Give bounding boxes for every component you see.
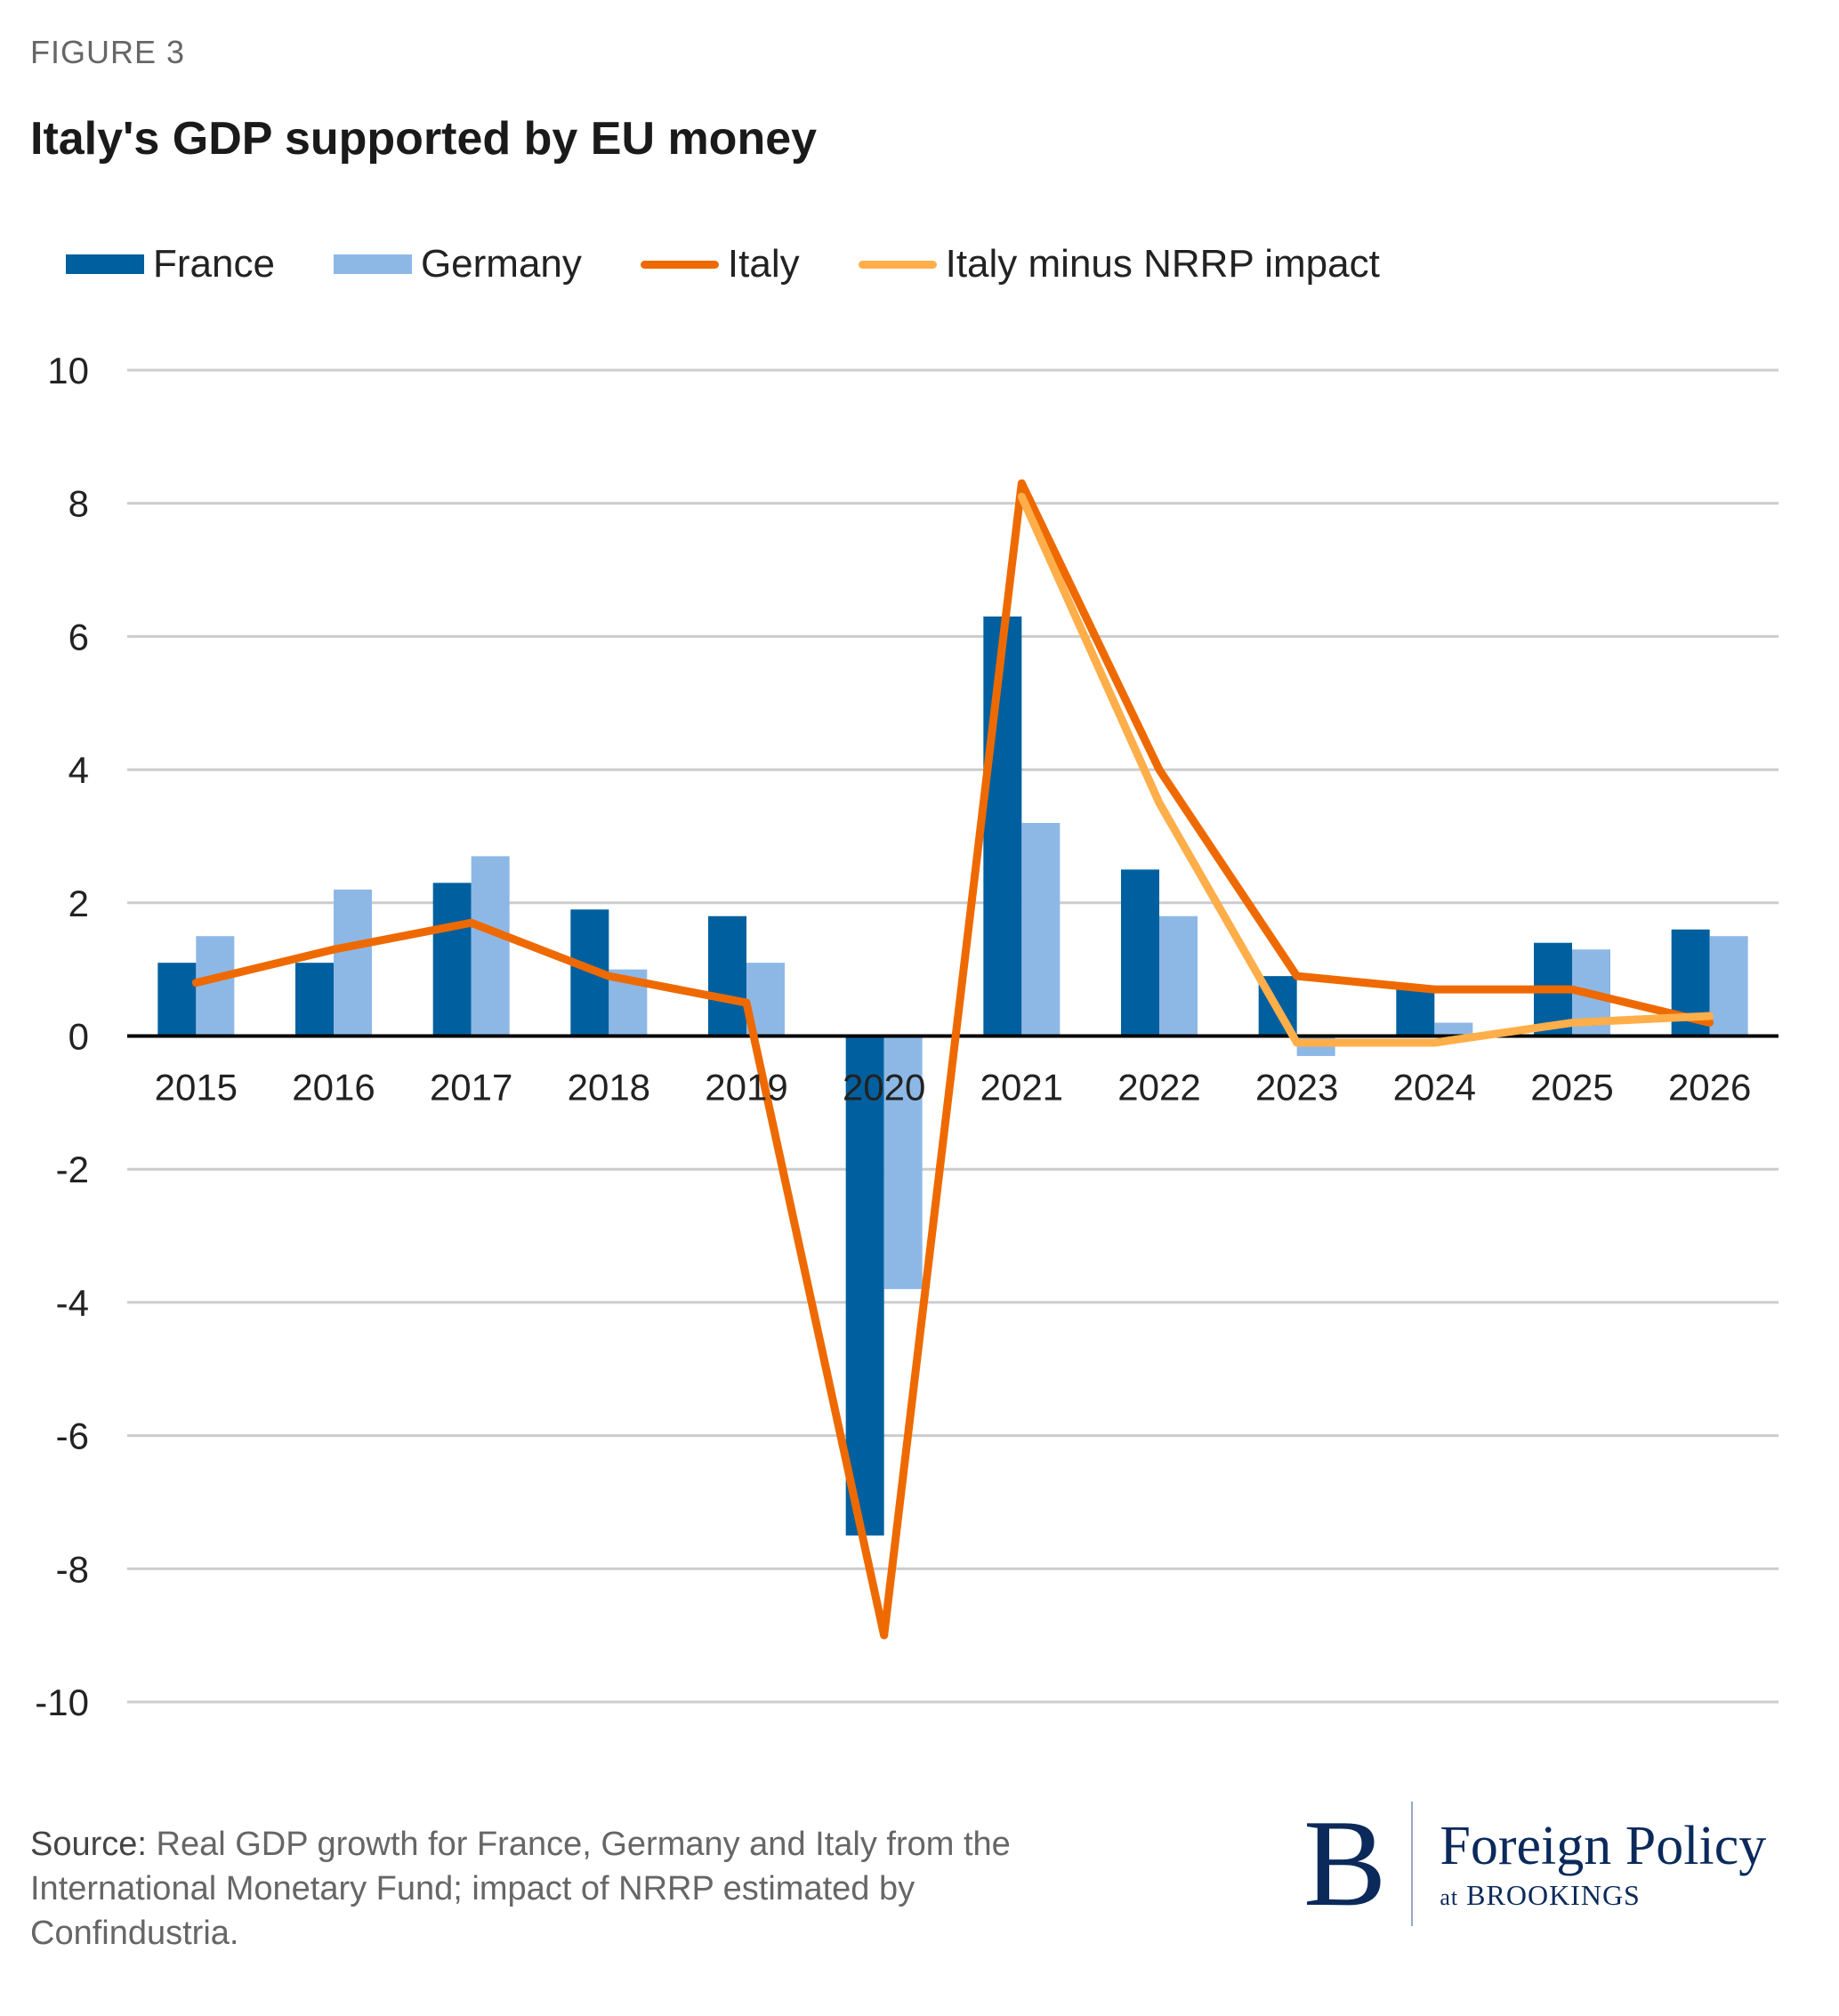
legend-label: Italy minus NRRP impact: [945, 242, 1380, 286]
x-tick-label: 2020: [843, 1067, 925, 1109]
legend-swatch-italy-minus-nrrp: [858, 260, 937, 269]
bar-france: [845, 1036, 884, 1536]
bar-germany: [1434, 1022, 1473, 1036]
legend-item-italy: Italy: [640, 242, 800, 286]
bar-germany: [1021, 822, 1061, 1036]
y-tick-label: -10: [35, 1681, 89, 1723]
y-tick-label: 4: [69, 749, 89, 791]
legend: France Germany Italy Italy minus NRRP im…: [66, 242, 1439, 286]
y-tick-label: -4: [56, 1282, 89, 1324]
legend-item-italy-minus-nrrp: Italy minus NRRP impact: [858, 242, 1380, 286]
legend-label: Italy: [727, 242, 800, 286]
figure-label: FIGURE 3: [30, 34, 186, 70]
bar-france: [1396, 989, 1435, 1036]
y-tick-label: -6: [56, 1415, 89, 1457]
line-italy: [191, 479, 1714, 1640]
bar-france: [1121, 869, 1159, 1036]
legend-label: France: [153, 242, 275, 286]
bar-france: [295, 963, 334, 1036]
x-tick-label: 2023: [1255, 1067, 1338, 1109]
source-label: Source:: [30, 1826, 147, 1863]
y-tick-label: 10: [47, 350, 89, 391]
legend-label: Germany: [420, 242, 582, 286]
y-tick-label: 6: [69, 616, 89, 657]
legend-swatch-france: [66, 254, 144, 274]
y-tick-label: -8: [56, 1548, 89, 1590]
logo-sub: BROOKINGS: [1466, 1878, 1641, 1911]
legend-swatch-germany: [333, 254, 412, 274]
bar-germany: [334, 889, 372, 1036]
bar-france: [983, 616, 1022, 1036]
x-tick-label: 2021: [980, 1067, 1063, 1109]
source-text: Real GDP growth for France, Germany and …: [30, 1826, 1011, 1952]
logo-sub-prefix: at: [1440, 1883, 1459, 1910]
x-tick-label: 2024: [1393, 1067, 1476, 1109]
bar-germany: [471, 856, 510, 1036]
bar-germany: [1159, 915, 1198, 1036]
x-tick-label: 2017: [430, 1067, 512, 1109]
bar-germany: [1709, 936, 1748, 1036]
bar-germany: [196, 936, 235, 1036]
x-tick-label: 2022: [1117, 1067, 1200, 1109]
bar-france: [157, 963, 197, 1036]
y-tick-label: 2: [69, 883, 89, 924]
source-note: Source: Real GDP growth for France, Germ…: [30, 1822, 1027, 1956]
bar-france: [708, 915, 746, 1036]
x-tick-label: 2026: [1668, 1067, 1751, 1109]
x-tick-label: 2016: [292, 1067, 375, 1109]
y-tick-label: 8: [69, 483, 89, 525]
legend-item-germany: Germany: [333, 242, 582, 286]
y-tick-label: 0: [69, 1016, 89, 1058]
x-tick-label: 2018: [568, 1067, 650, 1109]
brookings-logo: B Foreign Policy at BROOKINGS: [1303, 1802, 1766, 1926]
logo-name: Foreign Policy: [1440, 1815, 1767, 1876]
line-italy-minus-nrrp-impact: [1017, 492, 1714, 1047]
x-tick-label: 2015: [155, 1067, 238, 1109]
logo-letter: B: [1303, 1802, 1414, 1926]
chart-title: Italy's GDP supported by EU money: [30, 113, 818, 165]
bar-germany: [883, 1036, 923, 1289]
legend-swatch-italy: [640, 260, 719, 269]
x-tick-label: 2025: [1530, 1067, 1613, 1109]
bar-france: [432, 883, 472, 1036]
legend-item-france: France: [66, 242, 275, 286]
y-tick-label: -2: [56, 1149, 89, 1190]
x-tick-label: 2019: [705, 1067, 787, 1109]
